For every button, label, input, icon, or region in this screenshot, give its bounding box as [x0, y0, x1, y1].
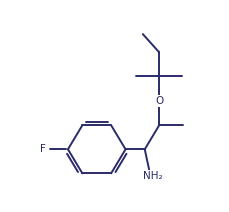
Text: NH₂: NH₂ — [142, 171, 162, 181]
Text: O: O — [154, 96, 163, 106]
Text: F: F — [40, 144, 46, 154]
